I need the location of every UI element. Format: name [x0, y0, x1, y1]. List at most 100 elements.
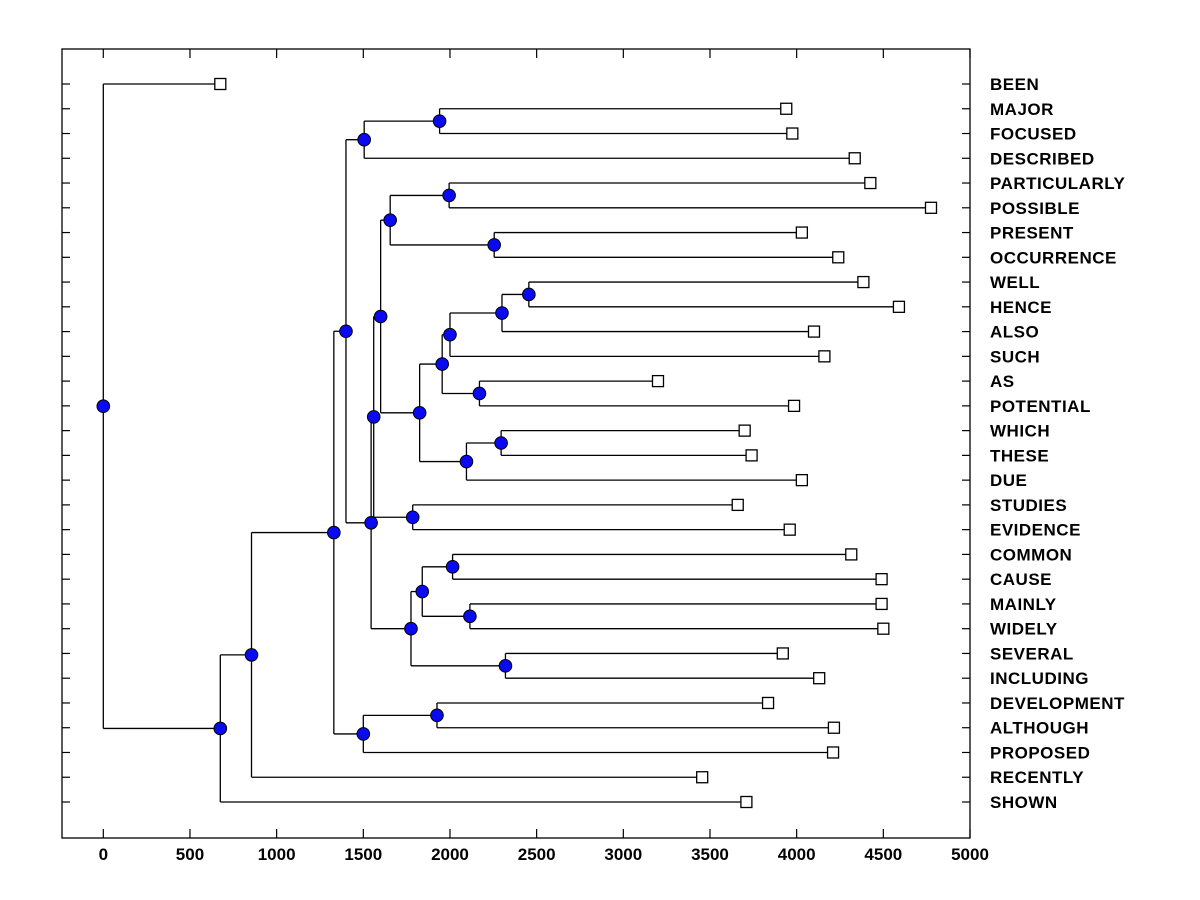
- leaf-tip-marker: [761, 696, 775, 710]
- leaf-label: BEEN: [990, 75, 1039, 94]
- leaf-label: DESCRIBED: [990, 149, 1095, 168]
- internal-node-marker: [327, 525, 341, 540]
- x-tick-label: 4500: [864, 845, 902, 864]
- internal-node-marker: [459, 454, 474, 469]
- leaf-tip-marker: [924, 201, 938, 214]
- leaf-tip-marker: [857, 275, 870, 289]
- internal-node-marker: [213, 721, 228, 736]
- leaf-label: WHICH: [990, 422, 1050, 441]
- x-tick-label: 1500: [344, 845, 382, 864]
- internal-node-marker: [244, 648, 259, 662]
- x-tick-label: 500: [176, 845, 204, 864]
- internal-node-marker: [383, 213, 397, 227]
- leaf-label: ALSO: [990, 323, 1039, 342]
- leaf-tip-marker: [875, 573, 888, 586]
- leaf-tip-marker: [877, 622, 890, 635]
- x-tick-label: 1000: [258, 845, 296, 864]
- leaf-tip-marker: [845, 548, 858, 561]
- internal-node-marker: [373, 309, 388, 324]
- leaf-label: WELL: [990, 273, 1040, 292]
- leaf-tip-marker: [783, 523, 796, 536]
- plot-border: [61, 48, 971, 839]
- leaf-tip-marker: [740, 795, 753, 809]
- internal-node-marker: [472, 386, 487, 401]
- internal-node-marker: [357, 132, 371, 147]
- leaf-label: INCLUDING: [990, 669, 1089, 688]
- internal-node-marker: [415, 584, 430, 599]
- leaf-tip-marker: [214, 77, 227, 91]
- leaf-tip-marker: [651, 374, 665, 388]
- internal-node-marker: [445, 559, 460, 574]
- leaf-label: SHOWN: [990, 793, 1058, 812]
- internal-node-marker: [412, 406, 427, 420]
- leaf-label: RECENTLY: [990, 768, 1084, 787]
- leaf-label: THESE: [990, 446, 1049, 465]
- internal-node-marker: [96, 399, 111, 414]
- x-tick-label: 2000: [431, 845, 469, 864]
- leaf-label: ALTHOUGH: [990, 719, 1089, 738]
- internal-node-marker: [405, 510, 420, 525]
- internal-node-marker: [463, 609, 477, 624]
- internal-node-marker: [356, 727, 371, 741]
- leaf-label: OCCURRENCE: [990, 248, 1117, 267]
- leaf-label: DEVELOPMENT: [990, 694, 1125, 713]
- leaf-label: EVIDENCE: [990, 521, 1081, 540]
- node-markers: [96, 77, 938, 809]
- leaf-tip-marker: [780, 102, 793, 115]
- x-tick-label: 3000: [604, 845, 642, 864]
- leaf-tip-marker: [795, 226, 809, 239]
- text-labels: 0 500 1000 1500 2000 2500 3000 3500 4000 4500 5000…: [99, 75, 1126, 864]
- leaf-label: SUCH: [990, 347, 1040, 366]
- leaf-label: POTENTIAL: [990, 397, 1091, 416]
- leaf-tip-marker: [826, 746, 840, 759]
- leaf-tip-marker: [827, 721, 841, 734]
- x-tick-label: 2500: [518, 845, 556, 864]
- leaf-label: PROPOSED: [990, 743, 1090, 762]
- leaf-label: MAJOR: [990, 100, 1054, 119]
- leaf-tip-marker: [818, 350, 831, 363]
- leaf-label: HENCE: [990, 298, 1052, 317]
- x-tick-label: 5000: [951, 845, 989, 864]
- leaf-tip-marker: [892, 300, 906, 313]
- leaf-label: COMMON: [990, 545, 1072, 564]
- internal-node-marker: [404, 621, 418, 636]
- leaf-label: STUDIES: [990, 496, 1067, 515]
- leaf-tip-marker: [696, 771, 709, 784]
- leaf-label: WIDELY: [990, 620, 1058, 639]
- leaf-label: DUE: [990, 471, 1027, 490]
- internal-node-marker: [487, 238, 501, 252]
- internal-node-marker: [339, 324, 353, 339]
- leaf-tip-marker: [813, 672, 826, 685]
- leaf-tip-marker: [848, 152, 861, 165]
- internal-node-marker: [364, 515, 378, 530]
- leaf-label: PARTICULARLY: [990, 174, 1126, 193]
- internal-node-marker: [494, 436, 508, 450]
- leaf-tip-marker: [875, 597, 888, 611]
- internal-node-marker: [443, 327, 457, 342]
- internal-node-marker: [495, 306, 509, 320]
- leaf-tip-marker: [795, 473, 809, 487]
- axis-ticks: [62, 49, 971, 838]
- leaf-label: AS: [990, 372, 1015, 391]
- leaf-tip-marker: [745, 449, 758, 462]
- x-tick-label: 3500: [691, 845, 729, 864]
- internal-node-marker: [432, 114, 447, 128]
- internal-node-marker: [430, 708, 444, 723]
- leaf-tip-marker: [776, 647, 789, 660]
- internal-node-marker: [442, 188, 456, 203]
- leaf-tip-marker: [864, 176, 877, 190]
- leaf-label: FOCUSED: [990, 125, 1077, 144]
- leaf-tip-marker: [807, 325, 821, 338]
- leaf-tip-marker: [731, 498, 744, 512]
- leaf-tip-marker: [832, 251, 845, 264]
- leaf-tip-marker: [786, 127, 799, 140]
- leaf-label: CAUSE: [990, 570, 1052, 589]
- leaf-label: SEVERAL: [990, 644, 1074, 663]
- internal-node-marker: [435, 357, 449, 371]
- leaf-label: PRESENT: [990, 224, 1074, 243]
- internal-node-marker: [522, 287, 536, 302]
- x-tick-label: 4000: [778, 845, 816, 864]
